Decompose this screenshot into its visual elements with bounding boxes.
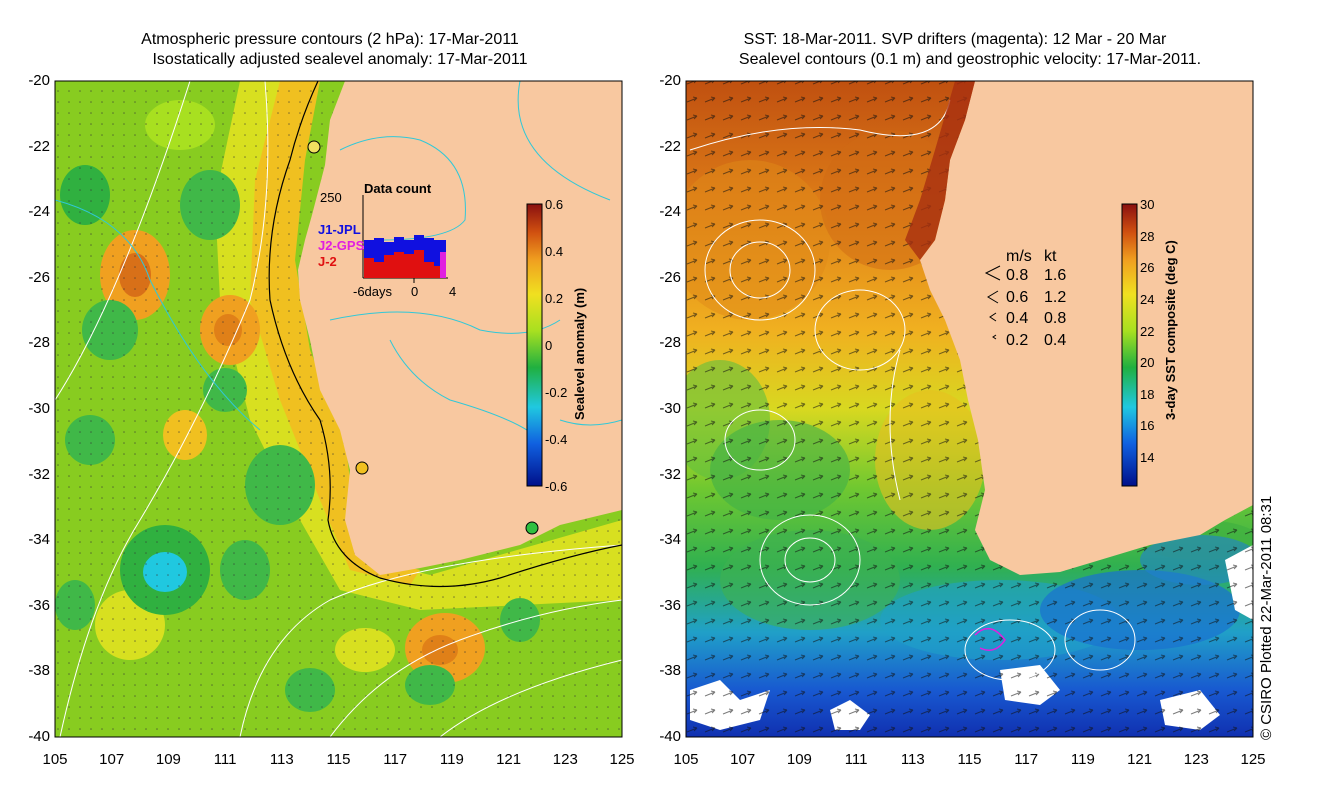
sst-tick-4: 22 [1140, 323, 1155, 339]
right-lat-tick-8: -36 [659, 596, 681, 614]
left-lat-tick-7: -34 [28, 531, 50, 549]
velocity-key-arrows [984, 265, 1001, 340]
right-title-line1: SST: 18-Mar-2011. SVP drifters (magenta)… [743, 31, 1167, 48]
right-lon-tick-8: 121 [1127, 751, 1153, 768]
left-lat-tick-6: -32 [28, 465, 50, 483]
inset-legend-j2gps: J2-GPS [318, 238, 365, 253]
left-lon-tick-2: 109 [155, 751, 181, 768]
right-lon-tick-6: 117 [1014, 751, 1039, 768]
sst-tick-6: 18 [1140, 386, 1155, 402]
left-lat-tick-10: -40 [28, 728, 50, 745]
sst-tick-2: 26 [1140, 260, 1155, 276]
right-lon-tick-10: 125 [1240, 751, 1266, 768]
velocity-key-ms-3: 0.2 [1006, 331, 1029, 349]
sla-colorbar-label: Sealevel anomaly (m) [572, 287, 587, 420]
left-title-line1: Atmospheric pressure contours (2 hPa): 1… [141, 31, 519, 48]
sst-tick-3: 24 [1140, 291, 1155, 307]
left-lon-tick-6: 117 [383, 751, 408, 768]
inset-title: Data count [364, 181, 432, 196]
velocity-key-header-ms: m/s [1006, 248, 1032, 265]
inset-ymax: 250 [320, 190, 342, 205]
left-title-line2: Isostatically adjusted sealevel anomaly:… [152, 51, 528, 68]
sla-tick-4: -0.2 [545, 385, 568, 400]
right-lon-tick-1: 107 [730, 751, 756, 768]
velocity-key-header-kt: kt [1044, 248, 1057, 265]
right-lat-tick-2: -24 [659, 203, 681, 221]
data-count-inset [362, 195, 448, 283]
velocity-key-ms-0: 0.8 [1006, 267, 1029, 284]
left-lat-tick-3: -26 [28, 268, 50, 286]
left-lat-tick-5: -30 [28, 400, 50, 417]
left-lon-tick-10: 125 [609, 751, 635, 768]
inset-xtick-1: -6days [353, 284, 393, 299]
right-lon-tick-7: 119 [1070, 751, 1095, 768]
left-lon-tick-9: 123 [552, 751, 578, 768]
right-lat-tick-4: -28 [659, 334, 681, 352]
right-lat-tick-3: -26 [659, 268, 681, 286]
right-lat-tick-7: -34 [659, 531, 681, 549]
right-lat-tick-6: -32 [659, 465, 681, 483]
right-lon-tick-0: 105 [673, 751, 699, 768]
left-lon-tick-4: 113 [269, 751, 294, 768]
left-lat-tick-9: -38 [28, 662, 50, 680]
sla-tick-6: -0.6 [545, 479, 568, 494]
right-lon-tick-9: 123 [1183, 751, 1209, 768]
inset-xtick-3: 4 [449, 284, 457, 299]
left-lon-tick-0: 105 [42, 751, 68, 768]
left-lat-tick-2: -24 [28, 203, 50, 221]
inset-xtick-2: 0 [411, 284, 419, 299]
sst-colorbar-label: 3-day SST composite (deg C) [1163, 240, 1178, 420]
left-lat-tick-1: -22 [28, 137, 50, 155]
velocity-key-kt-3: 0.4 [1044, 331, 1067, 349]
sla-tick-3: 0 [545, 338, 553, 353]
sla-tick-1: 0.4 [545, 244, 564, 259]
sla-tick-2: 0.2 [545, 291, 564, 306]
left-map-frame [54, 80, 623, 738]
sla-tick-0: 0.6 [545, 197, 564, 212]
sst-colorbar [1121, 203, 1138, 487]
sla-colorbar [526, 203, 543, 487]
left-lat-tick-0: -20 [28, 72, 50, 89]
sst-tick-1: 28 [1140, 228, 1155, 244]
copyright-notice: © CSIRO Plotted 22-Mar-2011 08:31 [1258, 495, 1275, 740]
right-lon-tick-4: 113 [900, 751, 925, 768]
sst-map [686, 81, 1253, 737]
left-lon-tick-8: 121 [496, 751, 522, 768]
sla-tick-5: -0.4 [545, 432, 568, 447]
left-lon-tick-7: 119 [439, 751, 464, 768]
right-lat-tick-0: -20 [659, 72, 681, 89]
left-lat-tick-8: -36 [28, 596, 50, 614]
left-lon-tick-5: 115 [326, 751, 351, 768]
velocity-key-kt-0: 1.6 [1044, 267, 1067, 284]
inset-legend-j1: J1-JPL [318, 222, 361, 237]
right-title-line2: Sealevel contours (0.1 m) and geostrophi… [738, 51, 1202, 68]
sst-tick-0: 30 [1140, 197, 1155, 212]
right-lon-tick-3: 111 [844, 751, 868, 768]
sst-tick-5: 20 [1140, 355, 1155, 371]
right-lat-tick-10: -40 [659, 728, 681, 745]
sst-tick-8: 14 [1140, 450, 1155, 465]
velocity-key-kt-2: 0.8 [1044, 310, 1067, 327]
left-lat-tick-4: -28 [28, 334, 50, 352]
velocity-key-ms-1: 0.6 [1006, 288, 1029, 306]
sst-tick-7: 16 [1140, 418, 1155, 434]
right-lon-tick-2: 109 [786, 751, 812, 768]
right-lat-tick-5: -30 [659, 400, 681, 417]
right-lat-tick-9: -38 [659, 662, 681, 680]
velocity-key-ms-2: 0.4 [1006, 310, 1029, 327]
left-lon-tick-3: 111 [213, 751, 237, 768]
right-lat-tick-1: -22 [659, 137, 681, 155]
velocity-key-kt-1: 1.2 [1044, 288, 1067, 306]
inset-legend-j2: J-2 [318, 254, 337, 269]
right-lon-tick-5: 115 [957, 751, 982, 768]
left-lon-tick-1: 107 [99, 751, 125, 768]
right-map-frame [685, 80, 1254, 738]
